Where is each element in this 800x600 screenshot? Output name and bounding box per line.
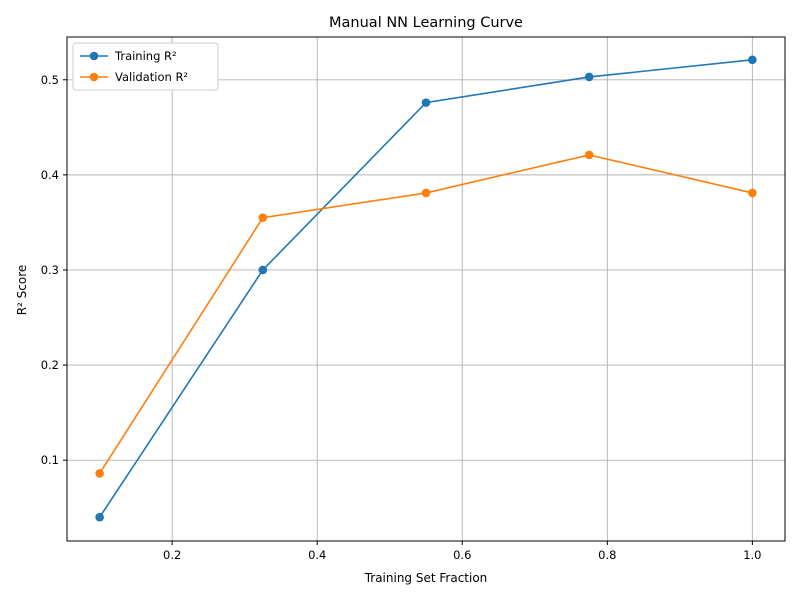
y-axis-label: R² Score <box>15 265 29 316</box>
series-line-validation-r <box>98 154 753 474</box>
x-axis-label: Training Set Fraction <box>364 571 488 585</box>
series-training-r <box>95 55 757 522</box>
chart-title: Manual NN Learning Curve <box>329 15 523 31</box>
legend-marker-training-r <box>89 51 99 61</box>
data-point-training-r <box>748 55 757 65</box>
x-tick-label: 0.4 <box>308 548 326 562</box>
legend: Training R² Validation R² <box>72 42 219 91</box>
y-tick-label: 0.4 <box>41 168 59 182</box>
series-line-training-r <box>98 59 753 518</box>
y-tick-label: 0.5 <box>41 73 59 87</box>
y-tick-label: 0.3 <box>41 263 59 277</box>
axis-ticks: 0.2 0.4 0.6 0.8 1.0 0.1 0.2 0.3 0.4 0.5 <box>41 73 762 562</box>
plot-frame <box>66 36 786 542</box>
data-point-training-r <box>584 72 594 82</box>
legend-marker-validation-r <box>89 72 99 82</box>
data-point-validation-r <box>748 188 757 198</box>
data-point-validation-r <box>95 469 104 478</box>
x-tick-label: 0.2 <box>163 548 181 562</box>
x-tick-label: 0.8 <box>598 548 616 562</box>
data-point-validation-r <box>421 188 431 198</box>
x-tick-label: 0.6 <box>453 548 471 562</box>
grid-lines <box>67 37 785 541</box>
y-tick-label: 0.2 <box>41 358 59 372</box>
y-tick-label: 0.1 <box>41 453 59 467</box>
data-point-training-r <box>258 265 268 275</box>
series-validation-r <box>95 150 757 478</box>
series-layer <box>95 55 757 522</box>
data-point-training-r <box>95 512 104 522</box>
data-point-validation-r <box>258 213 268 222</box>
data-point-training-r <box>421 98 431 107</box>
data-point-validation-r <box>584 150 594 160</box>
legend-label-training-r: Training R² <box>114 49 177 63</box>
x-tick-label: 1.0 <box>743 548 761 562</box>
legend-label-validation-r: Validation R² <box>115 70 188 84</box>
legend-box <box>72 42 219 91</box>
